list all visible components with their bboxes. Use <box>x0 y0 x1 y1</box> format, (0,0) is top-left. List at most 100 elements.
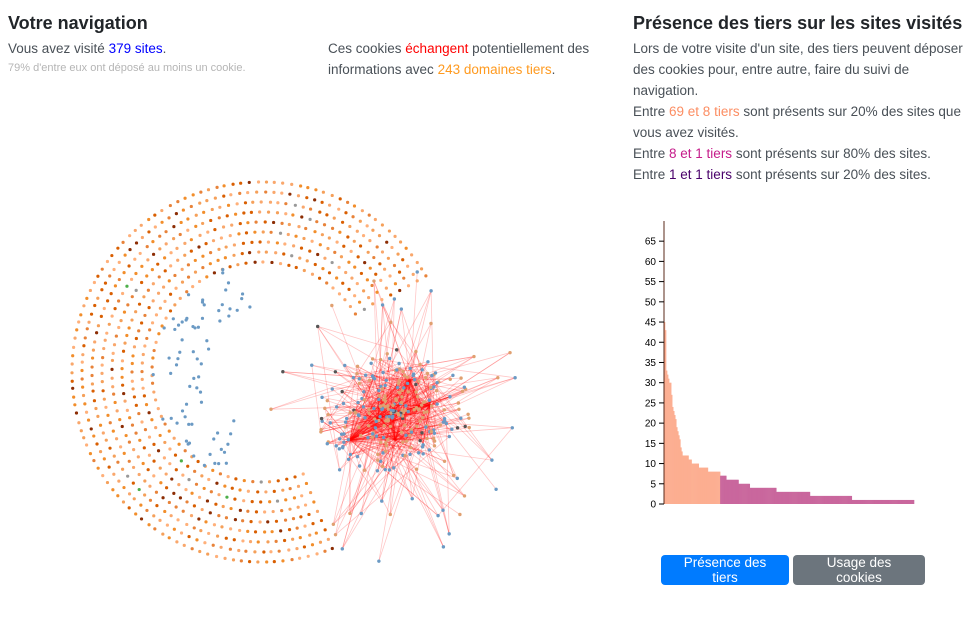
graph-node[interactable] <box>249 210 254 214</box>
graph-node[interactable] <box>356 400 360 405</box>
graph-node[interactable] <box>182 543 186 547</box>
graph-node[interactable] <box>110 376 114 380</box>
graph-node[interactable] <box>275 499 280 503</box>
graph-node[interactable] <box>318 210 322 214</box>
graph-node[interactable] <box>186 217 190 221</box>
graph-node[interactable] <box>322 223 327 227</box>
graph-node[interactable] <box>171 317 175 321</box>
graph-node[interactable] <box>151 299 155 303</box>
graph-node[interactable] <box>377 559 381 563</box>
graph-node[interactable] <box>380 298 384 302</box>
graph-node[interactable] <box>228 307 232 311</box>
graph-node[interactable] <box>409 427 414 432</box>
graph-node[interactable] <box>292 496 297 500</box>
graph-node[interactable] <box>250 500 254 504</box>
graph-node[interactable] <box>203 541 207 545</box>
graph-node[interactable] <box>124 433 128 438</box>
graph-node[interactable] <box>395 368 399 372</box>
graph-node[interactable] <box>178 350 182 354</box>
graph-node[interactable] <box>117 260 121 264</box>
graph-node[interactable] <box>73 336 77 340</box>
graph-node[interactable] <box>189 204 193 209</box>
graph-node[interactable] <box>290 558 294 562</box>
graph-node[interactable] <box>235 308 239 312</box>
graph-node[interactable] <box>431 436 436 441</box>
graph-node[interactable] <box>134 403 138 407</box>
graph-node[interactable] <box>355 364 360 369</box>
graph-node[interactable] <box>292 244 296 248</box>
graph-node[interactable] <box>224 288 228 292</box>
graph-node[interactable] <box>392 263 397 268</box>
graph-node[interactable] <box>343 425 347 429</box>
graph-node[interactable] <box>140 420 144 424</box>
graph-node[interactable] <box>94 406 98 411</box>
graph-node[interactable] <box>271 220 276 225</box>
graph-node[interactable] <box>143 479 147 483</box>
graph-node[interactable] <box>256 560 260 564</box>
graph-node[interactable] <box>120 375 124 379</box>
graph-node[interactable] <box>363 416 367 420</box>
graph-node[interactable] <box>114 334 118 338</box>
graph-node[interactable] <box>224 536 228 540</box>
graph-node[interactable] <box>233 518 238 522</box>
graph-node[interactable] <box>217 247 221 251</box>
graph-node[interactable] <box>110 314 114 318</box>
graph-node[interactable] <box>72 345 76 349</box>
graph-node[interactable] <box>348 452 353 457</box>
graph-node[interactable] <box>385 240 389 244</box>
graph-node[interactable] <box>102 346 106 351</box>
graph-node[interactable] <box>174 468 178 472</box>
graph-node[interactable] <box>127 459 131 463</box>
graph-node[interactable] <box>363 373 368 377</box>
graph-node[interactable] <box>199 362 203 366</box>
graph-node[interactable] <box>108 421 112 425</box>
graph-node[interactable] <box>162 456 167 460</box>
graph-node[interactable] <box>101 474 105 478</box>
graph-node[interactable] <box>136 455 140 459</box>
graph-node[interactable] <box>77 320 81 324</box>
graph-node[interactable] <box>177 442 181 446</box>
graph-node[interactable] <box>180 338 184 342</box>
graph-node[interactable] <box>400 408 404 412</box>
graph-node[interactable] <box>340 547 344 551</box>
graph-node[interactable] <box>332 216 336 220</box>
graph-node[interactable] <box>383 449 388 453</box>
graph-node[interactable] <box>117 325 121 330</box>
graph-node[interactable] <box>189 238 193 242</box>
graph-node[interactable] <box>462 385 467 389</box>
graph-node[interactable] <box>127 492 132 496</box>
graph-node[interactable] <box>436 513 440 518</box>
graph-node[interactable] <box>98 450 103 454</box>
graph-node[interactable] <box>155 504 159 508</box>
graph-node[interactable] <box>384 378 388 383</box>
graph-node[interactable] <box>331 286 335 290</box>
graph-node[interactable] <box>122 485 126 490</box>
graph-node[interactable] <box>92 399 97 403</box>
graph-node[interactable] <box>160 208 164 213</box>
graph-node[interactable] <box>297 225 301 229</box>
graph-node[interactable] <box>296 505 300 509</box>
graph-node[interactable] <box>264 490 268 494</box>
graph-node[interactable] <box>387 229 392 233</box>
graph-node[interactable] <box>219 236 224 240</box>
graph-node[interactable] <box>255 190 259 194</box>
graph-node[interactable] <box>111 429 115 433</box>
graph-node[interactable] <box>77 421 81 425</box>
graph-node[interactable] <box>341 281 345 285</box>
graph-node[interactable] <box>371 228 375 232</box>
graph-node[interactable] <box>100 288 104 292</box>
graph-node[interactable] <box>383 467 387 472</box>
graph-node[interactable] <box>357 425 361 430</box>
graph-node[interactable] <box>357 377 361 381</box>
graph-node[interactable] <box>351 215 355 219</box>
graph-node[interactable] <box>315 509 320 513</box>
graph-node[interactable] <box>162 326 166 330</box>
graph-node[interactable] <box>140 361 144 365</box>
graph-node[interactable] <box>150 365 154 369</box>
graph-node[interactable] <box>163 256 167 260</box>
graph-node[interactable] <box>127 506 131 510</box>
graph-node[interactable] <box>134 241 139 245</box>
graph-node[interactable] <box>130 370 134 374</box>
graph-node[interactable] <box>184 487 188 492</box>
graph-node[interactable] <box>388 424 393 429</box>
